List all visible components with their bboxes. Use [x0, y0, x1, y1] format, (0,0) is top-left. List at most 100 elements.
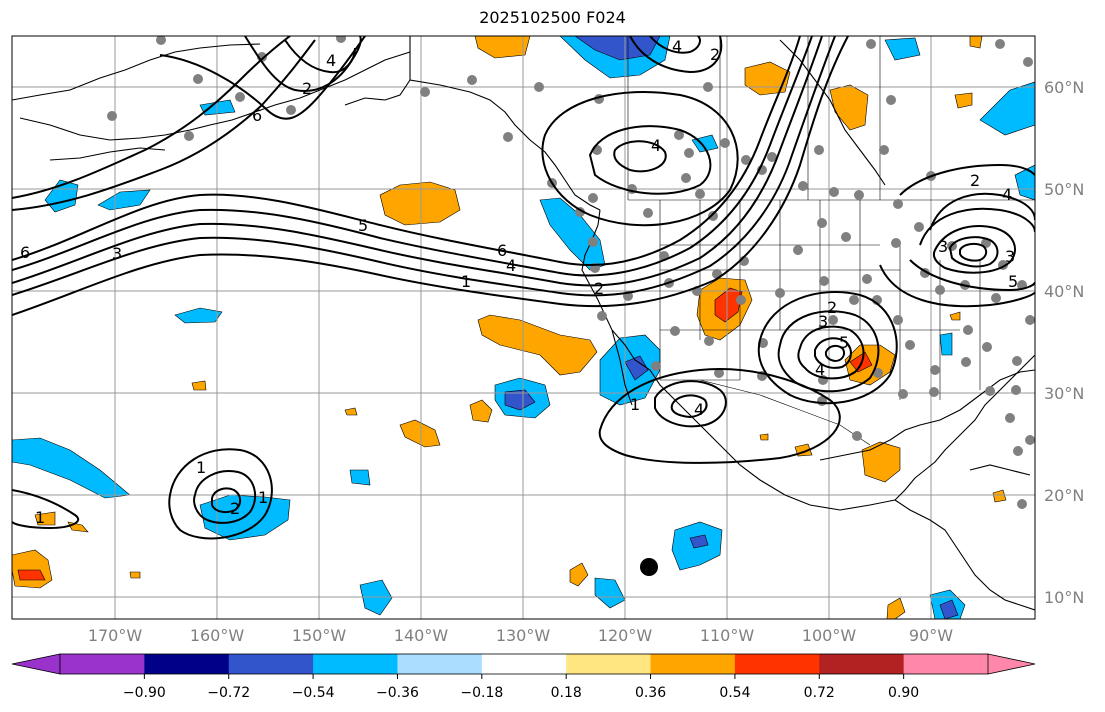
orange-shade — [954, 92, 973, 109]
contour-label-group: 6 3 5 6 4 1 2 2 1 4 4 6 2 3 4 5 1 2 3 5 … — [20, 37, 1018, 527]
contour-label: 3 — [112, 244, 122, 263]
map-border — [11, 35, 1036, 620]
orange-shade — [992, 489, 1007, 503]
lon-label: 160°W — [190, 626, 245, 645]
contour-label: 4 — [651, 136, 661, 155]
contour-label: 4 — [506, 256, 516, 275]
colorbar-tick-label: −0.18 — [460, 685, 503, 701]
lat-label: 40°N — [1044, 282, 1084, 301]
marker-dot — [640, 558, 658, 576]
red-shade — [17, 569, 46, 581]
colorbar-tick-label: 0.72 — [804, 685, 835, 701]
contour-label: 1 — [35, 508, 45, 527]
contour-label: 2 — [710, 45, 720, 64]
lon-label: 140°W — [394, 626, 449, 645]
lon-label: 150°W — [292, 626, 347, 645]
lat-lon-grid — [12, 36, 1035, 619]
contour-label: 1 — [258, 488, 268, 507]
lon-label: 130°W — [496, 626, 551, 645]
darkblue-shade — [574, 36, 661, 61]
orange-shade — [34, 511, 56, 526]
darkblue-shade — [624, 355, 649, 381]
colorbar-tick-label: 0.54 — [719, 685, 750, 701]
blue-shade — [594, 577, 626, 609]
darkblue-shade — [504, 389, 536, 411]
contour-label: 4 — [694, 400, 704, 419]
orange-shade — [829, 84, 869, 131]
lat-label: 10°N — [1044, 588, 1084, 607]
lat-label: 30°N — [1044, 384, 1084, 403]
orange-shade — [344, 407, 358, 416]
colorbar-left-extend — [11, 653, 61, 675]
lon-label: 110°W — [700, 626, 755, 645]
colorbar-tick-label: −0.72 — [207, 685, 250, 701]
colorbar-segment — [650, 654, 736, 674]
contour-label: 2 — [827, 298, 837, 317]
colorbar-segment — [60, 654, 145, 674]
blue-shade — [174, 307, 223, 324]
orange-shade — [886, 597, 906, 619]
lat-label: 60°N — [1044, 78, 1084, 97]
contour-label: 5 — [358, 216, 368, 235]
orange-shade — [477, 314, 598, 376]
orange-shade — [469, 399, 493, 423]
colorbar-segment — [903, 654, 989, 674]
lon-label: 120°W — [598, 626, 653, 645]
colorbar-tick-label: −0.36 — [376, 685, 419, 701]
contour-label: 4 — [672, 37, 682, 56]
contour-label: 6 — [497, 241, 507, 260]
lat-labels: 60°N 50°N 40°N 30°N 20°N 10°N — [1044, 78, 1084, 607]
contour-label: 1 — [630, 395, 640, 414]
contour-lines — [12, 36, 1035, 540]
contour-label: 4 — [1002, 185, 1012, 204]
blue-shade — [1014, 164, 1035, 201]
darkblue-shade — [939, 599, 959, 619]
contour-label: 2 — [302, 79, 312, 98]
lon-label: 170°W — [88, 626, 143, 645]
colorbar-tick-label: 0.90 — [888, 685, 919, 701]
colorbar-segment — [228, 654, 314, 674]
orange-shade — [759, 433, 769, 441]
colorbar-tick-label: 0.18 — [551, 685, 582, 701]
contour-label: 5 — [1008, 272, 1018, 291]
orange-shade — [129, 571, 141, 579]
coastlines — [12, 36, 1035, 611]
colorbar-segment — [734, 654, 820, 674]
contour-label: 3 — [938, 237, 948, 256]
lon-labels: 170°W 160°W 150°W 140°W 130°W 120°W 110°… — [88, 626, 953, 645]
contour-label: 4 — [326, 51, 336, 70]
orange-shade — [191, 380, 207, 391]
blue-shade — [691, 134, 719, 153]
colorbar-segment — [313, 654, 398, 674]
blue-shade — [97, 189, 151, 211]
colorbar-tick-label: −0.90 — [123, 685, 166, 701]
contour-label: 6 — [20, 243, 30, 262]
lon-label: 100°W — [802, 626, 857, 645]
lat-label: 50°N — [1044, 180, 1084, 199]
colorbar-outline — [59, 653, 989, 675]
orange-shade — [569, 562, 589, 587]
orange-shade — [474, 36, 531, 59]
contour-label: 2 — [230, 499, 240, 518]
colorbar: −0.90 −0.72 −0.54 −0.36 −0.18 0.18 0.36 0.54 0.7… — [11, 653, 1036, 701]
blue-shade — [12, 437, 131, 499]
contour-label: 6 — [252, 106, 262, 125]
red-shade — [714, 287, 743, 323]
contour-label: 1 — [461, 272, 471, 291]
contour-label: 3 — [1005, 247, 1015, 266]
contour-label: 5 — [839, 333, 849, 352]
colorbar-segment — [819, 654, 905, 674]
lon-label: 90°W — [909, 626, 953, 645]
blue-shade — [349, 469, 371, 486]
colorbar-segment — [481, 654, 567, 674]
orange-shade — [861, 441, 901, 483]
contour-label: 4 — [815, 360, 825, 379]
contour-label: 2 — [594, 279, 604, 298]
blue-shade — [979, 81, 1035, 136]
colorbar-right-extend — [987, 653, 1036, 675]
anomaly-shading — [12, 36, 1035, 619]
contour-label: 1 — [196, 458, 206, 477]
orange-shade — [379, 181, 461, 226]
orange-shade — [949, 311, 961, 321]
